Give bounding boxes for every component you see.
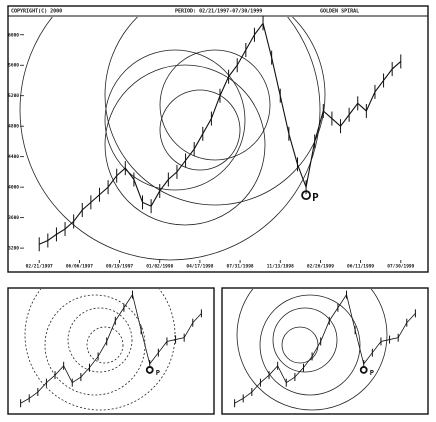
x-tick-label: 11/13/1998 [267,264,294,270]
p-marker [301,190,311,201]
x-tick-label: 07/30/1999 [387,264,414,270]
spiral-circle [281,326,319,364]
spiral-circle [104,17,326,206]
y-tick-label: 4800 [8,124,19,130]
price-line [234,293,416,404]
y-tick-label: 3200 [8,246,19,252]
price-line [20,293,202,404]
spiral-circle [24,289,176,411]
header-copyright: COPYRIGHT(C) 2000 [11,9,62,15]
p-label: P [312,191,319,204]
x-tick-label: 06/11/1999 [347,264,374,270]
spiral-circle [67,307,133,373]
y-tick-label: 6000 [8,32,19,38]
spiral-circle [236,289,388,411]
y-tick-label: 5600 [8,63,19,69]
x-tick-label: 07/31/1998 [227,264,254,270]
p-label: P [156,369,160,377]
header-method: GOLDEN SPIRAL [320,9,359,15]
right-panel [221,287,429,415]
header-period: PERIOD: 02/21/1997-07/30/1999 [175,9,262,15]
y-tick-label: 4400 [8,154,19,160]
p-label: P [370,369,374,377]
y-tick-label: 3600 [8,215,19,221]
p-marker [145,366,154,374]
spiral-circle [104,64,266,226]
left-panel [7,287,215,415]
main-panel [7,5,429,273]
x-tick-label: 02/21/1997 [26,264,53,270]
spiral-circle [272,307,338,373]
x-tick-label: 02/26/1999 [307,264,334,270]
x-tick-label: 04/17/1998 [186,264,213,270]
spiral-circle [159,49,271,161]
spiral-circle [19,17,321,261]
y-tick-label: 4000 [8,185,19,191]
x-tick-label: 01/02/1998 [146,264,173,270]
x-tick-label: 06/06/1997 [66,264,93,270]
spiral-circle [259,294,361,396]
y-tick-label: 5200 [8,93,19,99]
x-tick-label: 09/19/1997 [106,264,133,270]
spiral-circles [19,17,326,261]
spiral-circle [159,89,241,171]
p-marker [359,366,368,374]
spiral-circles [236,289,388,411]
spiral-circle [104,49,246,191]
spiral-circle [86,326,124,364]
